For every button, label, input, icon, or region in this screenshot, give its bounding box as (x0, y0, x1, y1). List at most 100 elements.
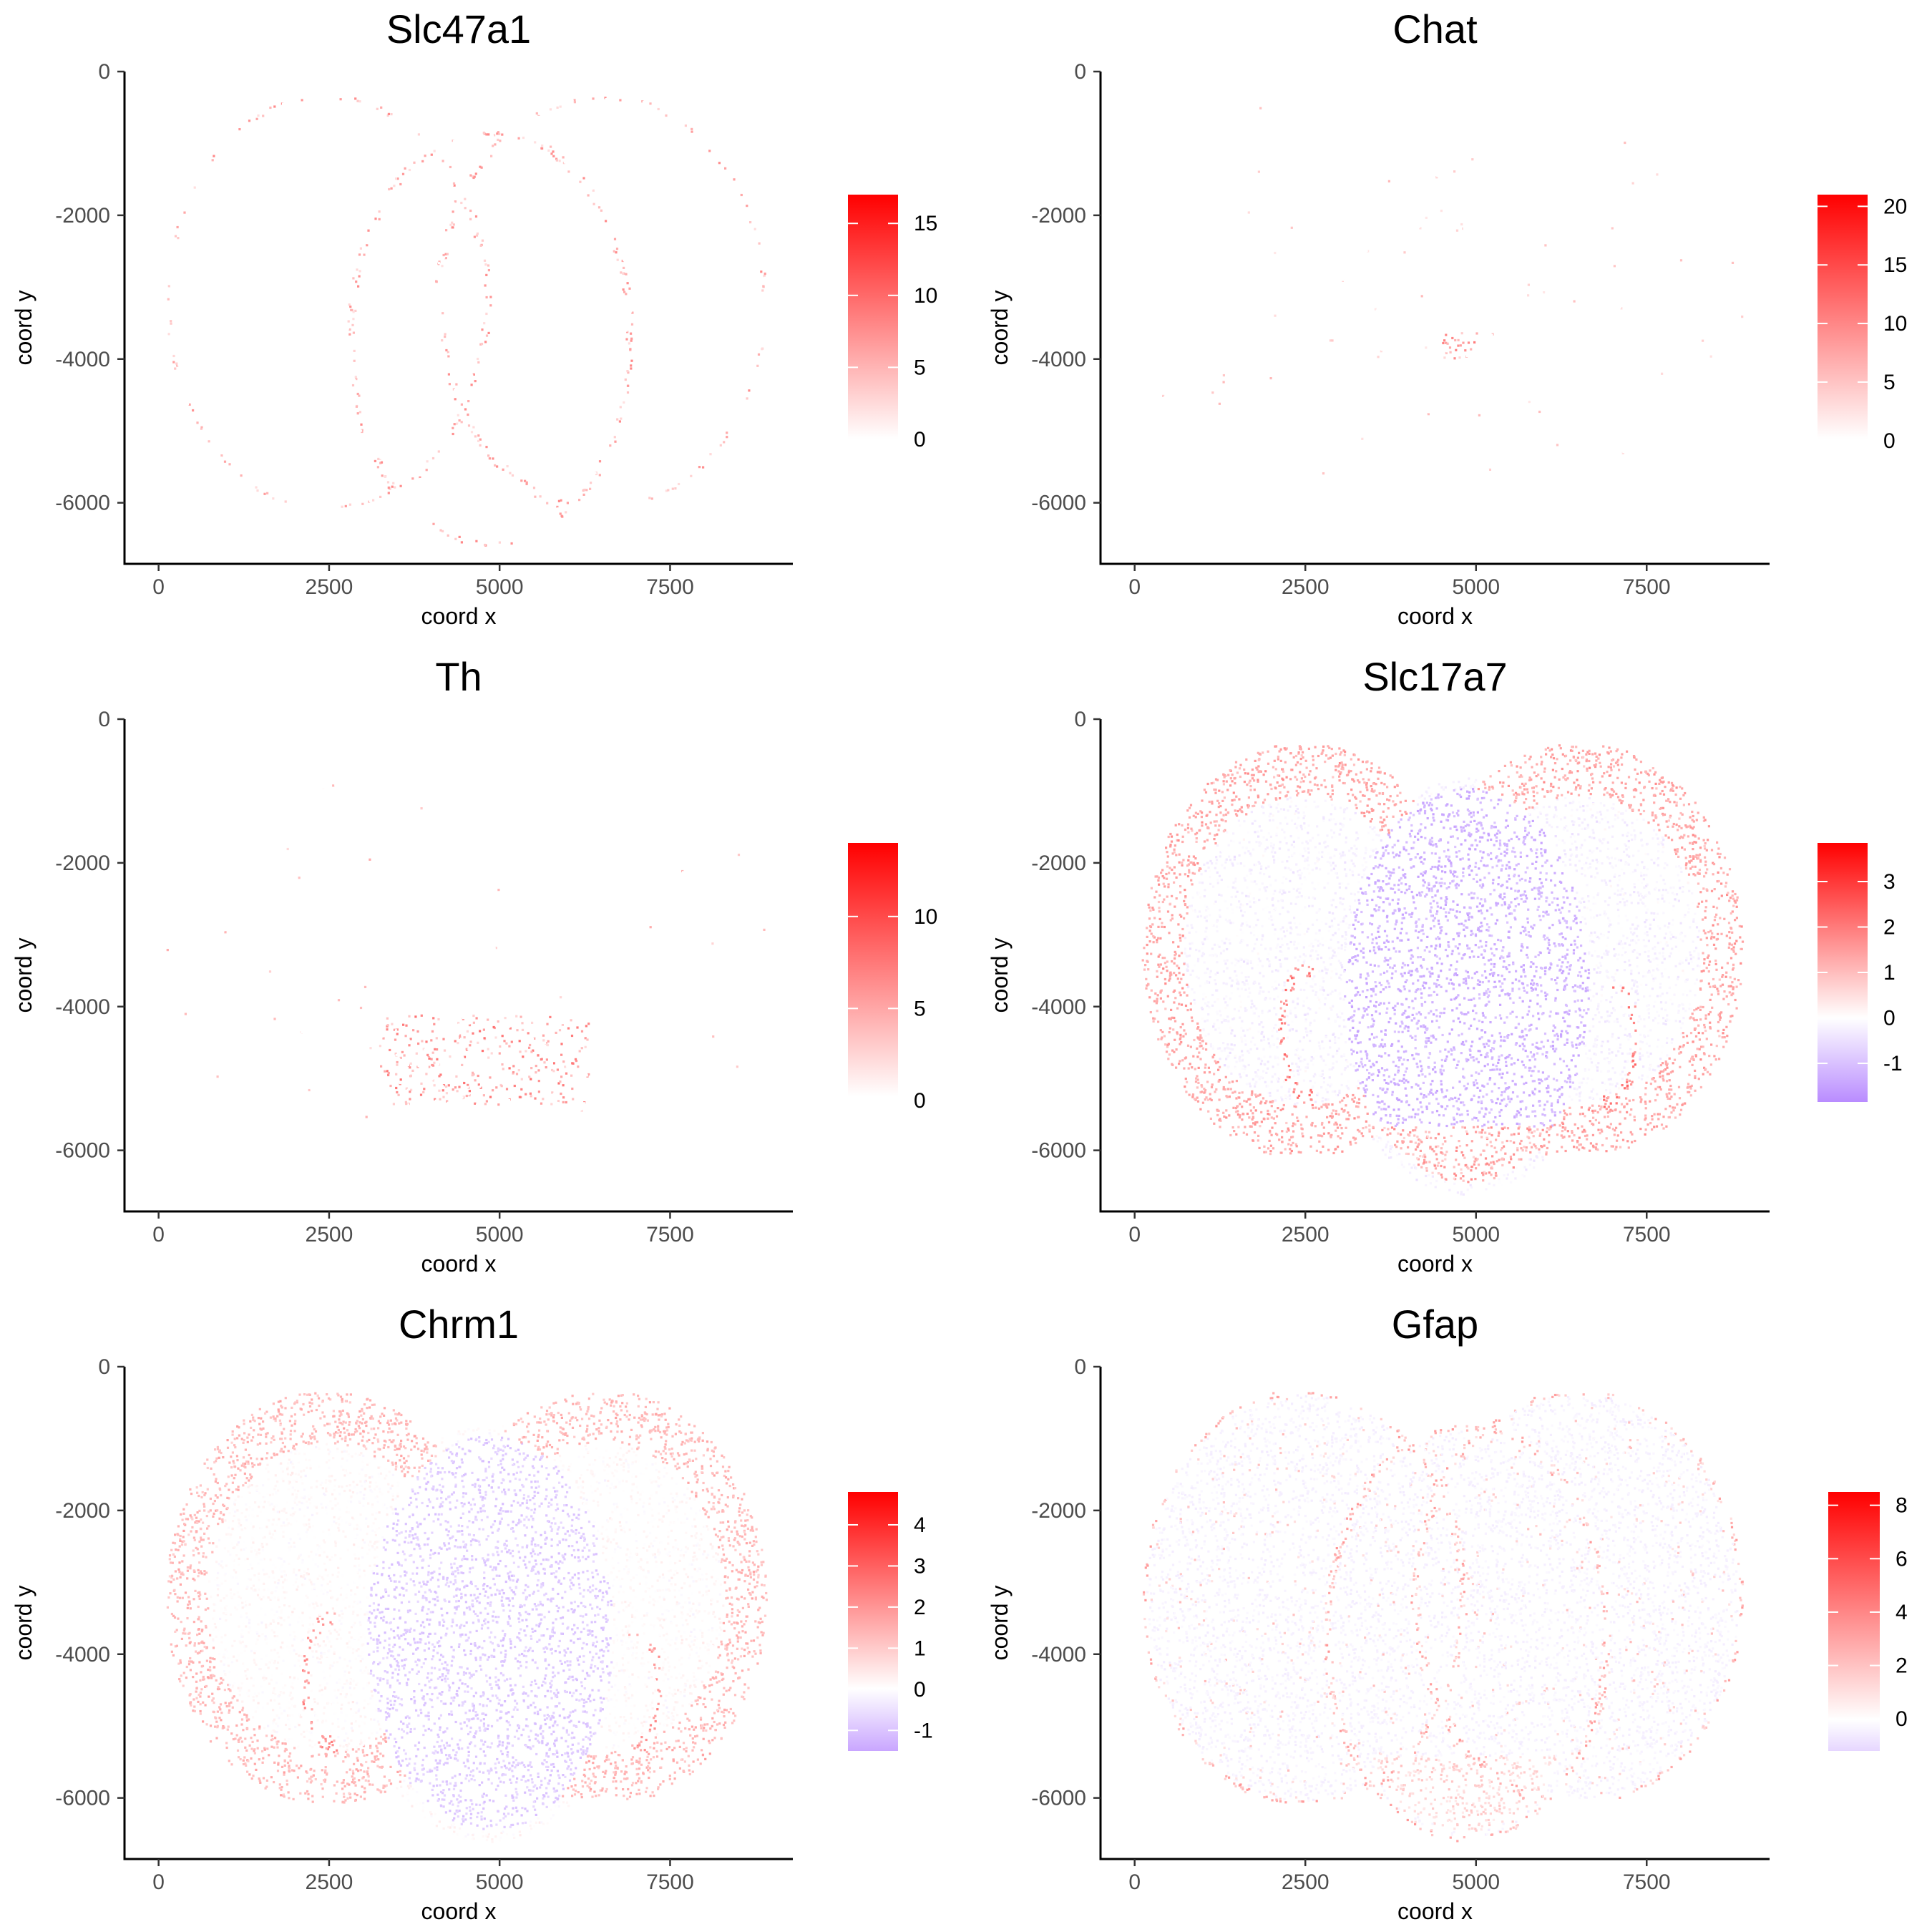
data-point (216, 311, 218, 313)
data-point (201, 198, 203, 200)
data-point (467, 504, 469, 507)
data-point (641, 137, 643, 139)
data-point (669, 269, 671, 271)
data-point (342, 433, 344, 435)
data-point (657, 414, 659, 416)
data-point (446, 399, 448, 401)
data-point (197, 190, 199, 192)
data-point (290, 324, 292, 326)
data-point (550, 209, 552, 211)
data-point (375, 173, 377, 175)
data-point (527, 399, 530, 401)
data-point (235, 373, 238, 375)
data-point (349, 226, 351, 228)
data-point (734, 242, 736, 244)
data-point (275, 178, 278, 180)
data-point (495, 355, 497, 357)
data-point (250, 213, 252, 215)
data-point (270, 310, 272, 312)
data-point (268, 248, 270, 250)
data-point (311, 400, 313, 402)
data-point (756, 296, 758, 298)
data-point (282, 492, 284, 494)
data-point (711, 294, 713, 296)
data-point (461, 532, 463, 534)
data-point (478, 141, 480, 143)
data-point (325, 487, 327, 489)
data-point (610, 178, 612, 180)
data-point (416, 220, 418, 222)
data-point (395, 223, 397, 225)
data-point (253, 425, 255, 427)
data-point (290, 406, 292, 409)
data-point (692, 318, 694, 321)
data-point (552, 150, 554, 152)
data-point (372, 238, 374, 240)
data-point (514, 265, 517, 268)
data-point (259, 322, 261, 324)
data-point (603, 262, 605, 264)
data-point (190, 364, 192, 366)
data-point (472, 401, 474, 403)
data-point (512, 424, 514, 426)
data-point (406, 419, 409, 421)
data-point (738, 394, 741, 396)
data-point (561, 225, 563, 228)
data-point (208, 327, 210, 329)
data-point (621, 305, 623, 307)
data-point (590, 203, 592, 205)
data-point (717, 418, 719, 420)
data-point (538, 310, 540, 312)
data-point (514, 358, 516, 360)
data-point (623, 462, 625, 464)
data-point (620, 108, 623, 110)
data-point (423, 469, 425, 472)
data-point (470, 343, 472, 345)
data-point (280, 142, 282, 144)
data-point (197, 227, 200, 229)
data-point (523, 414, 525, 416)
data-point (233, 281, 235, 283)
data-point (552, 359, 555, 361)
data-point (702, 421, 704, 424)
data-point (306, 493, 308, 495)
data-point (328, 209, 331, 211)
data-point (736, 305, 738, 307)
data-point (691, 131, 693, 133)
data-point (567, 361, 569, 364)
data-point (615, 164, 617, 166)
data-point (278, 279, 280, 281)
data-point (577, 219, 579, 221)
data-point (347, 308, 349, 310)
data-point (691, 143, 693, 145)
data-point (190, 379, 192, 381)
data-point (630, 158, 633, 160)
data-point (673, 361, 675, 363)
data-point (243, 256, 245, 258)
data-point (439, 235, 441, 238)
data-point (578, 222, 580, 224)
data-point (710, 207, 712, 209)
data-point (183, 366, 185, 369)
data-point (735, 341, 737, 343)
data-point (446, 201, 448, 203)
data-point (587, 388, 589, 390)
data-point (413, 304, 415, 306)
data-point (512, 520, 514, 522)
data-point (455, 192, 457, 195)
data-point (630, 364, 632, 366)
data-point (311, 458, 313, 460)
data-point (213, 193, 215, 195)
data-point (398, 270, 400, 273)
data-point (465, 152, 467, 155)
data-point (653, 379, 655, 381)
data-point (413, 391, 415, 394)
data-point (431, 233, 434, 235)
data-point (497, 439, 499, 441)
data-point (338, 320, 340, 322)
data-point (354, 146, 356, 148)
data-point (275, 255, 277, 257)
data-point (385, 420, 387, 422)
data-point (630, 360, 633, 362)
data-point (348, 379, 350, 381)
